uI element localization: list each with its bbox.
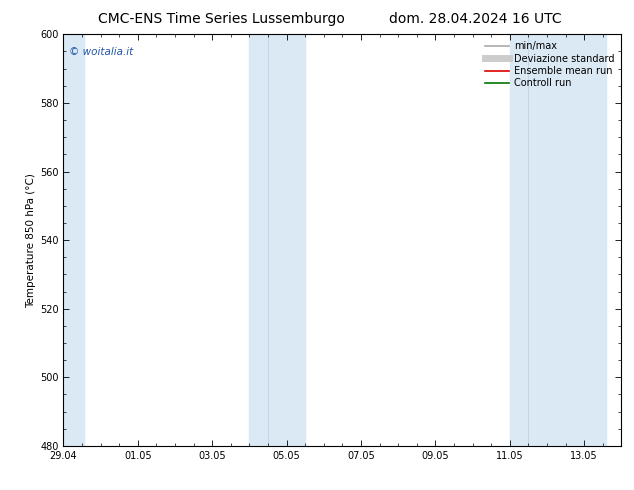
Y-axis label: Temperature 850 hPa (°C): Temperature 850 hPa (°C) — [26, 172, 36, 308]
Text: CMC-ENS Time Series Lussemburgo: CMC-ENS Time Series Lussemburgo — [98, 12, 346, 26]
Bar — [510, 34, 607, 446]
Text: © woitalia.it: © woitalia.it — [69, 47, 133, 57]
Bar — [63, 34, 84, 446]
Bar — [249, 34, 305, 446]
Text: dom. 28.04.2024 16 UTC: dom. 28.04.2024 16 UTC — [389, 12, 562, 26]
Legend: min/max, Deviazione standard, Ensemble mean run, Controll run: min/max, Deviazione standard, Ensemble m… — [483, 39, 616, 90]
